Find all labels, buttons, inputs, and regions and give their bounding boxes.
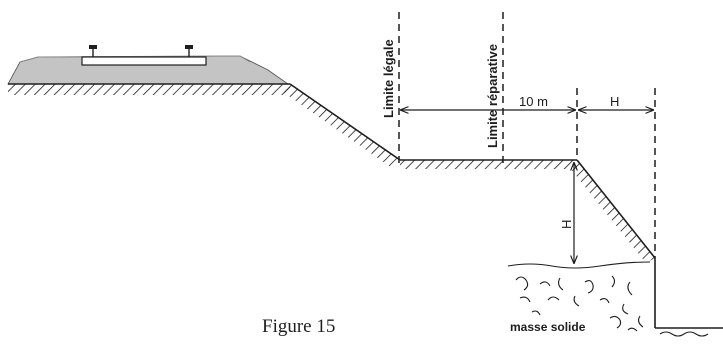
h-side-label: H — [559, 220, 574, 229]
solid-mass-texture — [507, 261, 709, 337]
solid-mass-label: masse solide — [510, 320, 586, 334]
legal-limit-label: Limite légale — [381, 39, 396, 118]
quarry-face-slope — [570, 159, 656, 263]
ten-meter-label: 10 m — [519, 94, 548, 109]
upper-ground — [8, 83, 290, 95]
rail-right-icon — [185, 45, 193, 57]
intermediate-bench — [400, 159, 577, 169]
track-ballast — [81, 56, 207, 66]
h-top-label: H — [610, 94, 619, 109]
pit-wall — [654, 258, 723, 329]
rail-left-icon — [89, 45, 97, 57]
figure-caption: Figure 15 — [262, 316, 335, 337]
reparative-limit-label: Limite réparative — [485, 44, 500, 148]
excavation-slope — [283, 83, 401, 168]
